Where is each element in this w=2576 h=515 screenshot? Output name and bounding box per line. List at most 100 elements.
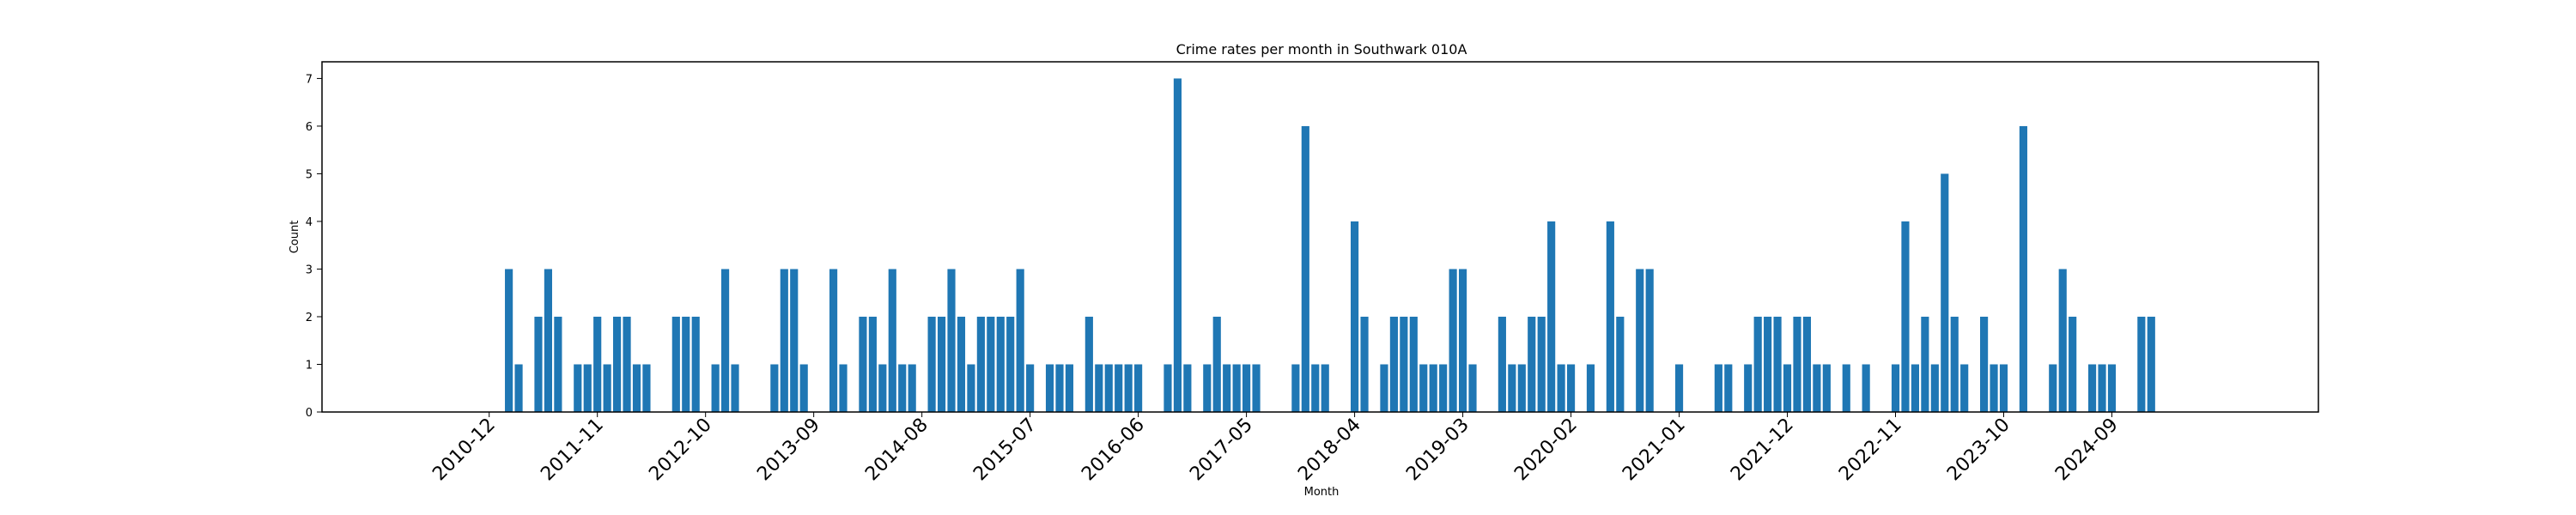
bar-2020-02 bbox=[1566, 364, 1576, 412]
bar-2014-09 bbox=[927, 316, 936, 412]
bar-2014-07 bbox=[908, 364, 916, 412]
y-tick-label: 4 bbox=[306, 216, 313, 229]
bar-2015-07 bbox=[1026, 364, 1035, 412]
bar-2020-04 bbox=[1586, 364, 1595, 412]
bar-2016-10 bbox=[1173, 78, 1182, 413]
bar-2014-10 bbox=[937, 316, 946, 412]
bar-2023-09 bbox=[1990, 364, 1998, 412]
bar-2019-03 bbox=[1458, 269, 1467, 412]
bar-2013-07 bbox=[790, 269, 799, 412]
bar-2018-01 bbox=[1321, 364, 1329, 412]
bar-2019-09 bbox=[1517, 364, 1526, 412]
bar-2017-02 bbox=[1212, 316, 1221, 412]
bar-2019-11 bbox=[1537, 316, 1546, 412]
bar-2024-03 bbox=[2049, 364, 2057, 412]
bar-2021-12 bbox=[1783, 364, 1792, 412]
bar-2019-04 bbox=[1468, 364, 1477, 412]
bar-2011-03 bbox=[514, 364, 523, 412]
bar-2025-01 bbox=[2147, 316, 2155, 412]
bar-2016-04 bbox=[1115, 364, 1123, 412]
bar-2021-01 bbox=[1674, 364, 1684, 412]
bar-2012-09 bbox=[691, 316, 700, 412]
bar-2012-12 bbox=[721, 269, 730, 412]
y-tick-label: 5 bbox=[306, 168, 313, 181]
bar-2022-02 bbox=[1802, 316, 1812, 412]
bar-2017-12 bbox=[1311, 364, 1320, 412]
bar-2018-09 bbox=[1400, 316, 1408, 412]
y-tick-label: 2 bbox=[306, 312, 313, 324]
bar-2015-04 bbox=[996, 316, 1005, 412]
bar-2022-04 bbox=[1822, 364, 1831, 412]
bar-2024-04 bbox=[2058, 269, 2067, 412]
bar-2024-12 bbox=[2137, 316, 2146, 412]
y-axis-label: Count bbox=[289, 221, 301, 254]
bar-2014-04 bbox=[878, 364, 887, 412]
bar-2018-10 bbox=[1409, 316, 1418, 412]
bar-2024-07 bbox=[2088, 364, 2097, 412]
bar-2016-05 bbox=[1124, 364, 1133, 412]
bar-2011-05 bbox=[534, 316, 543, 412]
bar-2021-06 bbox=[1724, 364, 1733, 412]
bar-2016-01 bbox=[1084, 316, 1093, 412]
bar-2019-08 bbox=[1508, 364, 1516, 412]
bar-2019-12 bbox=[1547, 221, 1556, 412]
y-axis: 0 1 2 3 4 5 6 7 bbox=[306, 73, 322, 420]
bar-2023-12 bbox=[2019, 125, 2027, 412]
bar-2012-02 bbox=[623, 316, 631, 412]
bar-2011-12 bbox=[603, 364, 611, 412]
bar-2015-01 bbox=[967, 364, 975, 412]
bar-2019-07 bbox=[1498, 316, 1506, 412]
y-tick-label: 3 bbox=[306, 264, 313, 276]
bar-2019-10 bbox=[1528, 316, 1536, 412]
bar-2022-12 bbox=[1901, 221, 1910, 412]
bar-2023-08 bbox=[1980, 316, 1989, 412]
bar-2021-09 bbox=[1753, 316, 1762, 412]
bar-2015-10 bbox=[1055, 364, 1064, 412]
bar-2013-12 bbox=[839, 364, 848, 412]
bar-2018-05 bbox=[1360, 316, 1369, 412]
bar-2015-11 bbox=[1065, 364, 1074, 412]
bar-2014-03 bbox=[868, 316, 877, 412]
bar-2014-06 bbox=[898, 364, 907, 412]
bar-2015-03 bbox=[987, 316, 995, 412]
bar-2018-04 bbox=[1351, 221, 1359, 412]
bar-2013-05 bbox=[770, 364, 779, 412]
bar-2022-08 bbox=[1862, 364, 1870, 412]
bar-2018-11 bbox=[1419, 364, 1428, 412]
bar-2023-05 bbox=[1950, 316, 1959, 412]
bar-2022-06 bbox=[1842, 364, 1850, 412]
bar-2011-10 bbox=[583, 364, 592, 412]
bar-2016-11 bbox=[1183, 364, 1192, 412]
bar-2020-10 bbox=[1645, 269, 1654, 412]
bar-2011-07 bbox=[554, 316, 562, 412]
bar-2012-11 bbox=[711, 364, 720, 412]
bar-2023-01 bbox=[1911, 364, 1919, 412]
bar-2024-09 bbox=[2107, 364, 2117, 412]
bar-2023-02 bbox=[1921, 316, 1929, 412]
bar-2011-09 bbox=[574, 364, 582, 412]
bar-2017-10 bbox=[1291, 364, 1300, 412]
bar-2024-05 bbox=[2069, 316, 2077, 412]
bar-2021-11 bbox=[1773, 316, 1782, 412]
bar-2014-12 bbox=[957, 316, 966, 412]
bar-2017-01 bbox=[1203, 364, 1212, 412]
bar-2018-08 bbox=[1389, 316, 1398, 412]
bar-2012-03 bbox=[632, 364, 641, 412]
bar-2017-03 bbox=[1223, 364, 1231, 412]
bar-2012-01 bbox=[613, 316, 622, 412]
bar-2023-04 bbox=[1941, 173, 1949, 412]
bar-2020-01 bbox=[1557, 364, 1565, 412]
y-tick-label: 6 bbox=[306, 121, 313, 134]
bar-2014-11 bbox=[947, 269, 956, 412]
bar-2013-01 bbox=[731, 364, 739, 412]
bar-2021-05 bbox=[1714, 364, 1722, 412]
bar-2020-07 bbox=[1616, 316, 1625, 412]
bar-2018-12 bbox=[1429, 364, 1437, 412]
bar-2011-02 bbox=[505, 269, 513, 412]
bar-2016-09 bbox=[1163, 364, 1172, 412]
bar-2020-06 bbox=[1606, 221, 1614, 412]
bar-2022-01 bbox=[1793, 316, 1801, 412]
bar-2021-08 bbox=[1744, 364, 1753, 412]
bar-2017-05 bbox=[1242, 364, 1251, 412]
